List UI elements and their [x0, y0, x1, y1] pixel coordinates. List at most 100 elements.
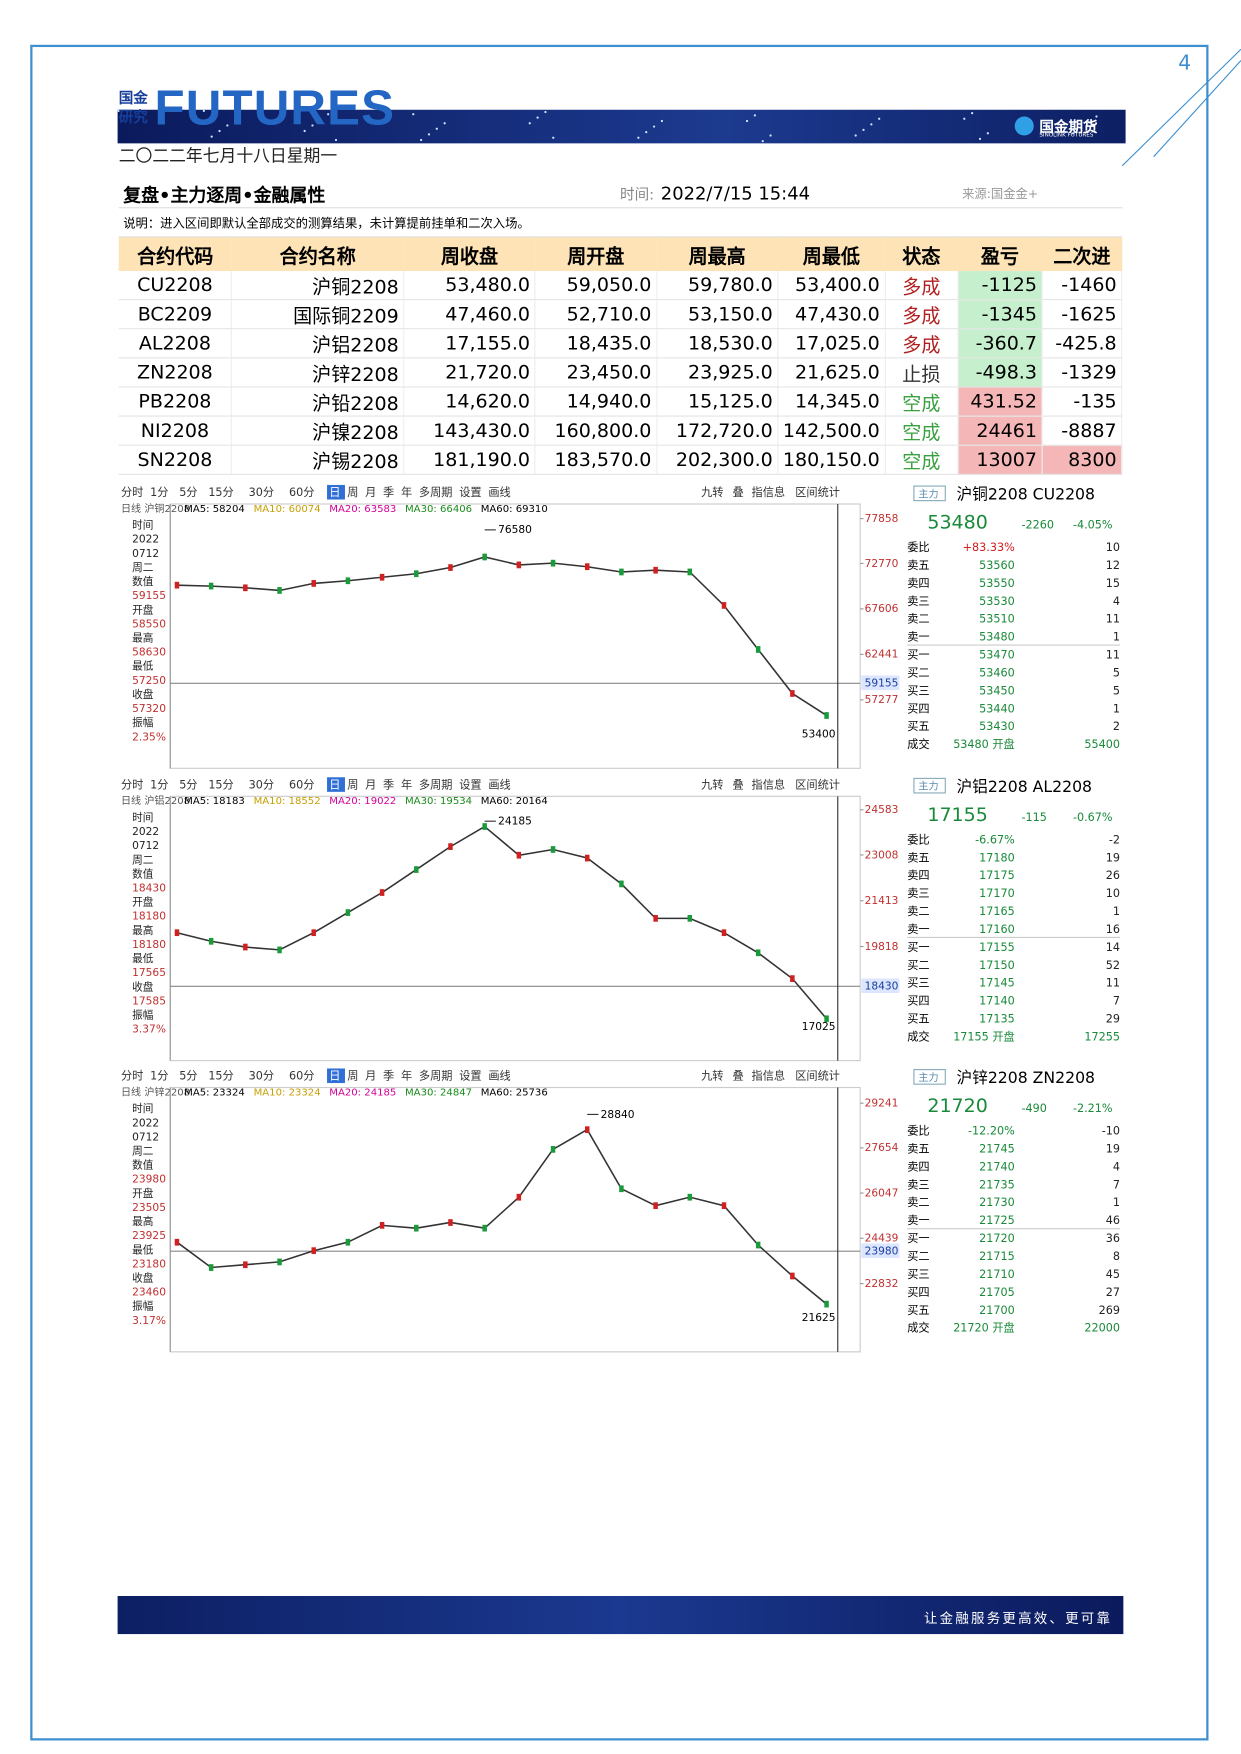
brand: FUTURES — [154, 80, 396, 136]
ma-value: MA10: 60074 — [254, 504, 321, 515]
table-cell: 143,430.0 — [403, 416, 536, 446]
book-label: 卖四 — [907, 869, 929, 882]
info-item: 时间 — [132, 1102, 153, 1115]
candle — [824, 712, 829, 719]
toolbar-item: 15分 — [208, 778, 233, 791]
table-cell: 国际铜2209 — [231, 299, 405, 330]
star — [544, 110, 547, 114]
ma-value: MA30: 66406 — [405, 504, 472, 515]
info-item: 时间 — [132, 519, 153, 532]
corner-decoration — [1121, 48, 1241, 167]
candle — [414, 570, 419, 578]
candle — [277, 946, 282, 954]
candle — [619, 568, 624, 576]
star — [660, 119, 664, 123]
table-row: AL2208 沪铝2208 17,155.0 18,435.0 18,530.0 17,0… — [118, 328, 1123, 359]
y-tick-label: 21413 — [865, 894, 899, 907]
book-volume: 19 — [1106, 851, 1120, 864]
table-cell: BC2209 — [118, 299, 233, 330]
table-cell: 160,800.0 — [535, 416, 658, 446]
candle — [653, 1202, 658, 1210]
book-label: 买一 — [907, 649, 929, 662]
y-tick-label: 72770 — [865, 557, 899, 570]
page-number: 4 — [1178, 51, 1192, 76]
candle — [345, 1238, 351, 1246]
book-label: 买三 — [907, 977, 929, 990]
book-volume: 1 — [1113, 1196, 1120, 1209]
book-label: 买二 — [907, 1250, 929, 1263]
kline-panel: 分时 1分 5分 15分 30分 60分 日周月季年多周期 设置 画线 九转叠指信息 区间统计日线 … — [121, 484, 1120, 769]
column-header: 周开盘 — [535, 237, 657, 272]
star — [870, 123, 873, 126]
info-item: 2022 — [132, 1116, 159, 1129]
quote-title: 沪锌2208 ZN2208 — [956, 1068, 1095, 1087]
info-item: 最低 — [132, 660, 154, 673]
book-volume: 12 — [1106, 559, 1120, 572]
book-label: 卖二 — [907, 905, 929, 918]
toolbar-active — [327, 484, 345, 500]
candle — [755, 646, 761, 653]
star — [435, 127, 438, 130]
quote-pct: -0.67% — [1073, 811, 1113, 824]
tag-box — [913, 485, 946, 502]
book-label: 买三 — [907, 684, 929, 697]
book-price: 53560 — [979, 559, 1015, 572]
toolbar-item: 季 — [383, 778, 394, 791]
info-item: 17585 — [132, 994, 166, 1007]
ma-value: 日线 沪铜2208 — [121, 502, 190, 515]
tool-item: 九转 — [701, 777, 723, 791]
book-label: 成交 — [907, 737, 929, 751]
table-cell: 59,050.0 — [535, 271, 658, 301]
star — [645, 131, 648, 134]
book-price: 17145 — [979, 977, 1015, 990]
footer-banner: 让金融服务更高效、更可靠 — [117, 1596, 1124, 1635]
tool-item: 指信息 — [752, 1069, 786, 1083]
table-cell: 18,435.0 — [535, 328, 658, 359]
candle — [243, 584, 248, 592]
tool-item: 指信息 — [752, 777, 786, 791]
toolbar-item: 日 — [329, 778, 340, 791]
book-price: 21740 — [979, 1160, 1015, 1173]
quote-tag: 主力 — [918, 1071, 938, 1084]
table-cell: 23,925.0 — [656, 357, 779, 388]
candle — [448, 564, 453, 571]
toolbar-item: 设置 — [459, 1070, 481, 1083]
table-cell: -425.8 — [1042, 328, 1123, 359]
candle — [516, 851, 522, 859]
toolbar-item: 5分 — [179, 778, 197, 791]
table-cell: 沪铝2208 — [231, 328, 405, 359]
book-price: 17150 — [979, 959, 1015, 972]
book-volume: 4 — [1113, 595, 1120, 608]
table-cell: -1125 — [957, 271, 1043, 301]
candle — [379, 889, 385, 896]
info-item: 2022 — [132, 533, 159, 546]
star — [427, 133, 431, 136]
book-price: 17180 — [979, 851, 1015, 864]
info-item: 2.35% — [132, 730, 166, 743]
info-item: 18180 — [132, 910, 166, 923]
brand-small: 国金 研究 — [119, 90, 148, 128]
book-volume: -10 — [1102, 1125, 1120, 1138]
book-price: 21720 开盘 — [953, 1321, 1015, 1335]
table-cell: 431.52 — [957, 386, 1043, 417]
candle — [516, 561, 522, 569]
y-tick-label: 67606 — [865, 602, 899, 615]
star — [117, 109, 120, 112]
book-label: 卖三 — [907, 1178, 929, 1191]
book-label: 卖三 — [907, 887, 929, 900]
book-volume: 11 — [1106, 649, 1120, 662]
book-label: 买五 — [907, 1013, 929, 1026]
candle — [379, 573, 385, 581]
toolbar-item: 多周期 — [419, 1069, 453, 1083]
candle — [243, 943, 248, 951]
table-cell: PB2208 — [118, 386, 233, 417]
ma-value: 日线 沪锌2208 — [121, 1085, 190, 1098]
book-volume: 26 — [1106, 869, 1120, 882]
star — [963, 117, 966, 120]
time-label: 时间: — [620, 187, 655, 204]
book-volume: 1 — [1113, 702, 1120, 715]
candle — [584, 854, 590, 862]
tool-item: 区间统计 — [795, 486, 840, 499]
info-item: 开盘 — [132, 1187, 154, 1200]
